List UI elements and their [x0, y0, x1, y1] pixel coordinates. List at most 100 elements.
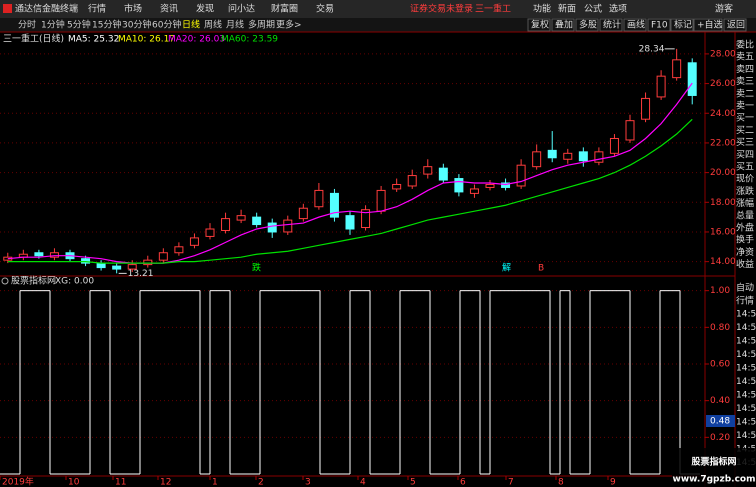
y-tick-label: 18.00 [710, 198, 736, 208]
candle-body [143, 259, 153, 266]
x-tick-label: 8 [558, 478, 564, 487]
period-button[interactable]: 日线 [182, 19, 200, 31]
menu-item[interactable]: 公式 [584, 3, 602, 15]
menu-item[interactable]: 交易 [316, 3, 334, 15]
panel-tab[interactable]: 自动 [736, 282, 754, 294]
y-tick-label: 26.00 [710, 79, 736, 89]
period-button[interactable]: 30分钟 [122, 19, 151, 31]
candle-body [563, 152, 573, 160]
tool-button[interactable]: 返回 [727, 19, 745, 31]
period-button[interactable]: 5分钟 [67, 19, 91, 31]
period-button[interactable]: 1分钟 [41, 19, 65, 31]
candle-body [49, 252, 59, 258]
menu-item[interactable]: 财富圈 [271, 3, 298, 15]
legend-entry: MA60: 23.59 [221, 35, 278, 45]
cursor-box [706, 415, 735, 427]
candle-body [267, 222, 277, 233]
tool-frame [527, 18, 551, 32]
candle-body [516, 164, 526, 187]
signal-label: 解 [502, 262, 511, 274]
period-button[interactable]: 周线 [204, 19, 222, 31]
menu-item[interactable]: 选项 [609, 3, 627, 15]
menu-item[interactable]: 功能 [533, 3, 551, 15]
x-tick-label: 5 [410, 478, 416, 487]
candle-body [345, 215, 355, 230]
menu-item[interactable]: 资讯 [160, 4, 178, 15]
period-button[interactable]: 60分钟 [152, 19, 181, 31]
quote-field: 卖三 [736, 76, 754, 87]
tool-button[interactable]: +自选 [697, 19, 723, 31]
y-tick-label: 0.20 [710, 433, 730, 443]
x-tick-label: 3 [305, 478, 311, 487]
tool-button[interactable]: 多股 [579, 19, 597, 31]
candle-body [96, 262, 106, 269]
y-tick-label: 28.00 [710, 49, 736, 59]
candle-body [189, 237, 199, 246]
candle-body [423, 166, 433, 175]
trade-time: 14:5 [736, 310, 756, 320]
legend-entry: MA10: 26.17 [118, 35, 175, 45]
cursor-value: 0.48 [710, 417, 730, 427]
tool-button[interactable]: 标记 [674, 19, 692, 31]
indicator-title: 股票指标网 [11, 275, 56, 287]
ma-line [7, 118, 693, 264]
candle-body [329, 192, 339, 218]
trade-time: 14:5 [736, 350, 756, 360]
menu-item[interactable]: 新面 [558, 3, 576, 15]
quote-field: 卖四 [736, 64, 754, 75]
quote-field: 涨跌 [736, 186, 754, 197]
quote-field: 买二 [736, 125, 754, 136]
period-button[interactable]: 多周期 [248, 19, 275, 31]
tool-frame [723, 18, 747, 32]
period-button[interactable]: 分时 [18, 19, 36, 31]
candle-body [298, 207, 308, 220]
y-tick-label: 24.00 [710, 109, 736, 119]
candle-body [594, 151, 604, 163]
candle-body [438, 167, 448, 181]
tool-button[interactable]: F10 [651, 21, 668, 31]
candle-body [283, 219, 293, 233]
candle-body [469, 188, 479, 194]
menu-item[interactable]: 市场 [124, 3, 142, 15]
legend-entry: MA20: 26.03 [168, 35, 225, 45]
toolbar [0, 18, 756, 32]
legend-entry: MA5: 25.32 [68, 35, 119, 45]
x-tick-label: 6 [460, 478, 466, 487]
x-tick-label: 2 [258, 478, 264, 487]
x-tick-label: 7 [508, 478, 514, 487]
panel-icon [1, 277, 9, 285]
menu-item[interactable]: 行情 [88, 3, 106, 15]
candle-body [314, 189, 324, 208]
menu-item[interactable]: 发现 [196, 3, 214, 15]
signal-label: B [538, 264, 544, 274]
menu-item[interactable]: 问小达 [228, 3, 255, 15]
candle-body [501, 182, 511, 188]
candle-body [376, 189, 386, 212]
candle-body [34, 252, 44, 257]
trade-time: 14:5 [736, 323, 756, 333]
period-button[interactable]: 15分钟 [92, 19, 121, 31]
tool-button[interactable]: 画线 [627, 19, 645, 31]
candle-body [392, 183, 402, 190]
tool-button[interactable]: 复权 [531, 19, 549, 31]
candle-body [81, 258, 91, 264]
tool-frame [670, 18, 694, 32]
panel-tab[interactable]: 行情 [736, 295, 754, 307]
x-tick-label: 4 [360, 478, 366, 487]
candle-body [361, 209, 371, 229]
candle-body [112, 265, 122, 270]
signal-label: 跌 [252, 263, 261, 274]
period-button[interactable]: 更多> [276, 19, 302, 31]
tool-button[interactable]: 统计 [603, 19, 621, 31]
tool-button[interactable]: 叠加 [555, 20, 573, 31]
quote-field: 委比 [736, 39, 754, 51]
trade-time: 14:5 [736, 418, 756, 428]
low-label: 13.21 [128, 269, 154, 279]
trade-time: 14:5 [736, 337, 756, 347]
tool-frame [599, 18, 623, 32]
user[interactable]: 游客 [715, 3, 733, 15]
period-button[interactable]: 月线 [226, 19, 244, 31]
quote-field: 买三 [736, 137, 754, 148]
ma-line [7, 82, 693, 264]
